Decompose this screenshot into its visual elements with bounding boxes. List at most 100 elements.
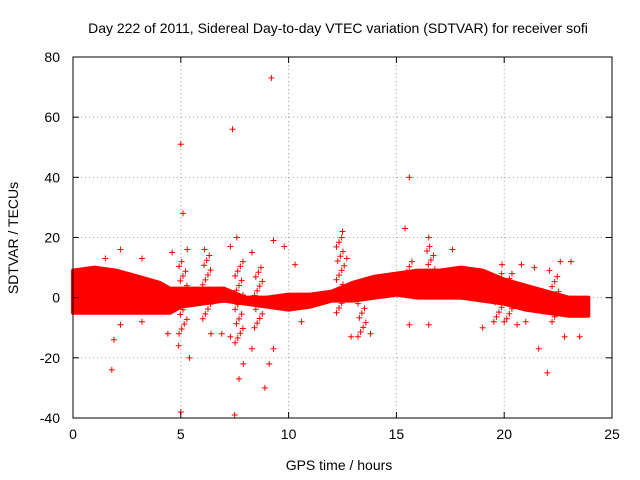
data-point [424,248,431,255]
data-point [261,384,268,391]
data-point [239,258,246,265]
data-point [206,286,213,293]
y-tick-label: 80 [44,49,60,65]
data-point [251,324,258,331]
data-point [498,270,505,277]
data-point [203,291,210,298]
data-point [204,306,211,313]
data-point [510,285,517,292]
data-point [251,292,258,299]
data-point [550,298,557,305]
data-point [231,411,238,418]
data-point [204,271,211,278]
data-point [552,293,559,300]
data-point [178,258,185,265]
data-point [546,267,553,274]
data-point [514,321,521,328]
data-point [429,270,436,277]
data-point [338,234,345,241]
data-band [71,265,591,318]
data-point [234,301,241,308]
data-point [496,309,503,316]
data-point [511,300,518,307]
data-point [236,315,243,322]
data-point [259,278,266,285]
data-point [256,283,263,290]
data-point [367,330,374,337]
data-point [236,375,243,382]
data-point [360,324,367,331]
data-point [406,174,413,181]
data-point [178,292,185,299]
data-point [336,305,343,312]
data-point [207,301,214,308]
x-tick-label: 0 [69,426,77,442]
data-point [358,310,365,317]
data-point [258,296,265,303]
data-point [175,342,182,349]
data-point [182,301,189,308]
x-tick-label: 25 [604,426,620,442]
data-point [248,249,255,256]
data-point [556,303,563,310]
data-point [337,286,344,293]
data-point [333,243,340,250]
data-point [494,294,501,301]
data-point [431,266,438,273]
data-point [237,296,244,303]
data-point [339,281,346,288]
data-point [229,126,236,133]
data-point [497,289,504,296]
data-point [202,276,209,283]
data-point [403,268,410,275]
data-point [498,304,505,311]
data-point [501,318,508,325]
data-point [402,288,409,295]
data-point [492,299,499,306]
data-point [258,264,265,271]
data-point [568,258,575,265]
data-point [201,246,208,253]
data-point [408,258,415,265]
data-point [266,360,273,367]
data-point [518,261,525,268]
data-point [336,272,343,279]
data-point [551,313,558,320]
data-point [554,308,561,315]
data-point [234,335,241,342]
data-point [138,318,145,325]
data-point [496,275,503,282]
x-tick-label: 15 [389,426,405,442]
data-point [184,246,191,253]
data-point [236,282,243,289]
data-point [337,253,344,260]
data-point [338,300,345,307]
data-point [176,263,183,270]
data-point [508,305,515,312]
data-point [410,273,417,280]
data-point [348,333,355,340]
data-point [336,239,343,246]
data-point [238,277,245,284]
data-point [544,369,551,376]
data-point [201,262,208,269]
data-point [549,318,556,325]
data-point [232,272,239,279]
data-point [179,210,186,217]
y-tick-label: 0 [52,290,60,306]
data-point [430,252,437,259]
data-point [233,320,240,327]
data-point [522,318,529,325]
data-point [407,278,414,285]
data-point [181,321,188,328]
data-point [199,315,206,322]
tick-labels: 0 5 10 15 20 25 -40 -20 0 20 40 60 80 [40,49,620,442]
data-point [343,255,350,262]
data-point [505,295,512,302]
x-axis-label: GPS time / hours [286,457,393,473]
data-point [361,305,368,312]
data-point [402,225,409,232]
data-point [508,270,515,277]
data-point [255,301,262,308]
